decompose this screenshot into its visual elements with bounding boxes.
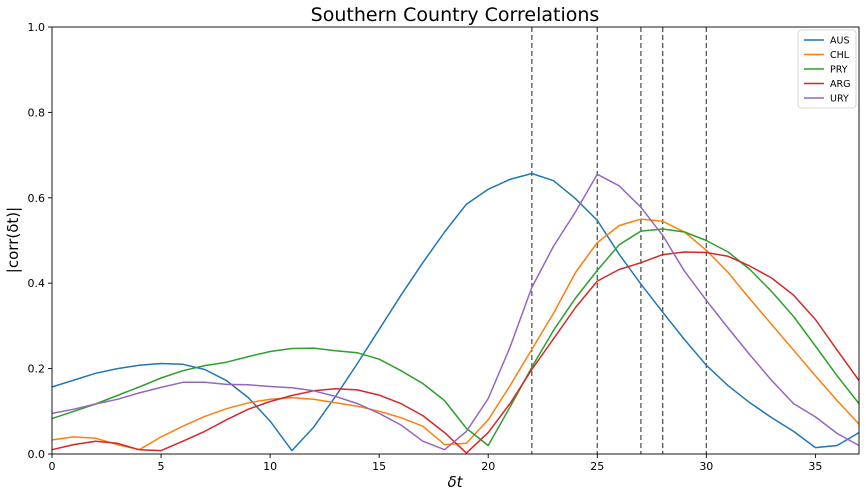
series-line-ury — [51, 173, 860, 451]
y-tick-label: 1.0 — [28, 21, 46, 34]
legend-label-chl: CHL — [830, 50, 850, 61]
legend-label-arg: ARG — [830, 79, 850, 90]
y-tick-label: 0.6 — [28, 192, 46, 205]
vertical-reference-lines — [531, 27, 707, 454]
series-line-aus — [51, 172, 860, 452]
x-tick-label: 30 — [699, 460, 713, 473]
x-tick-label: 0 — [49, 460, 56, 473]
plot-frame — [51, 26, 860, 455]
y-tick-label: 0.8 — [28, 106, 46, 119]
x-tick-label: 35 — [808, 460, 822, 473]
chart-title: Southern Country Correlations — [311, 4, 600, 26]
x-tick-label: 25 — [590, 460, 604, 473]
legend: AUS CHL PRY ARG URY — [797, 29, 857, 109]
y-axis-ticks: 0.0 0.2 0.4 0.6 0.8 1.0 — [28, 21, 52, 461]
x-axis-label: δt — [447, 473, 463, 490]
y-tick-label: 0.2 — [28, 363, 46, 376]
y-tick-label: 0.0 — [28, 448, 46, 461]
x-axis-ticks: 0 5 10 15 20 25 30 35 — [49, 454, 822, 473]
legend-label-ury: URY — [830, 94, 849, 105]
legend-label-aus: AUS — [830, 36, 849, 47]
x-tick-label: 10 — [263, 460, 277, 473]
legend-label-pry: PRY — [830, 65, 848, 76]
series-line-chl — [51, 218, 860, 451]
y-axis-label: |corr(δt)| — [4, 207, 22, 273]
series-line-arg — [51, 251, 860, 454]
series-lines — [51, 172, 860, 454]
series-line-pry — [51, 228, 860, 447]
x-tick-label: 20 — [481, 460, 495, 473]
x-tick-label: 5 — [158, 460, 165, 473]
x-tick-label: 15 — [372, 460, 386, 473]
legend-box — [797, 29, 857, 109]
y-tick-label: 0.4 — [28, 277, 46, 290]
